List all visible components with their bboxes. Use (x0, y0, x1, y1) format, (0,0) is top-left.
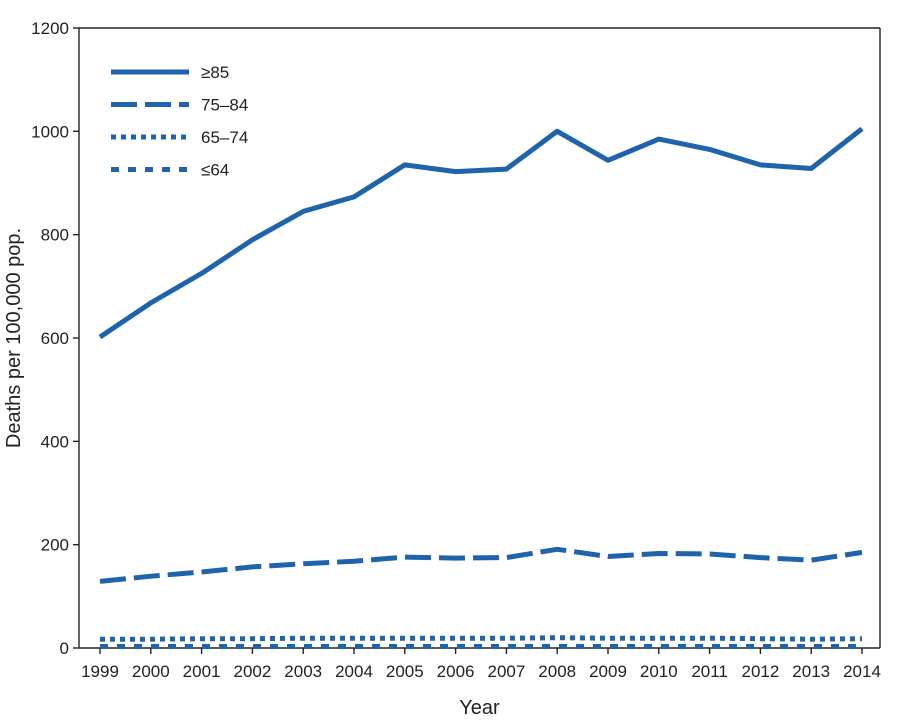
series-line-2 (99, 546, 863, 584)
x-tick-label: 2011 (691, 662, 728, 681)
y-tick-label: 200 (41, 536, 69, 555)
x-tick-label: 2005 (386, 662, 424, 681)
series-line-1 (98, 126, 864, 340)
legend-label-1: ≥85 (201, 63, 229, 82)
legend-label-4: ≤64 (201, 161, 229, 180)
x-tick-label: 1999 (81, 662, 119, 681)
x-tick-label: 2010 (640, 662, 678, 681)
legend-label-3: 65–74 (201, 128, 248, 147)
x-tick-label: 2002 (233, 662, 271, 681)
x-tick-label: 2009 (589, 662, 627, 681)
x-axis-title: Year (459, 697, 500, 719)
x-tick-label: 2008 (538, 662, 576, 681)
series-line-3 (100, 635, 863, 642)
series-layer (98, 126, 864, 649)
x-tick-label: 2012 (741, 662, 779, 681)
x-tick-label: 2001 (183, 662, 221, 681)
x-tick-label: 2013 (792, 662, 830, 681)
y-tick-label: 1200 (31, 19, 69, 38)
x-tick-label: 2014 (843, 662, 881, 681)
axes: 0 200 400 600 800 1000 1200 1999 2000 2001 2002 200… (31, 19, 881, 681)
legend: ≥85 75–84 65–74 ≤64 (111, 63, 248, 180)
x-tick-label: 2006 (437, 662, 475, 681)
x-tick-label: 2003 (284, 662, 322, 681)
x-tick-label: 2004 (335, 662, 373, 681)
y-tick-label: 1000 (31, 122, 69, 141)
y-tick-label: 800 (41, 226, 69, 245)
x-tick-label: 2007 (487, 662, 525, 681)
legend-label-2: 75–84 (201, 96, 248, 115)
y-tick-label: 0 (60, 639, 69, 658)
y-axis-title: Deaths per 100,000 pop. (3, 228, 25, 448)
y-tick-label: 400 (41, 432, 69, 451)
x-tick-label: 2000 (132, 662, 170, 681)
y-tick-label: 600 (41, 329, 69, 348)
